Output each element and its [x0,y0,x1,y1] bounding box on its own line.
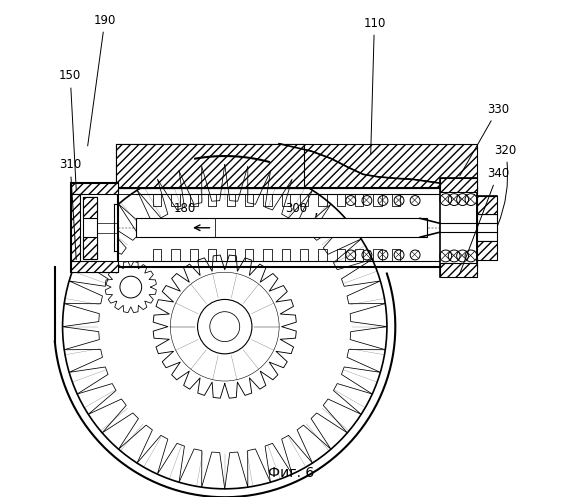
Text: 320: 320 [494,144,517,225]
Bar [477,196,497,214]
Text: 310: 310 [59,158,82,260]
Bar [136,218,427,237]
Text: 340: 340 [459,167,509,274]
Circle shape [198,300,252,354]
Bar [116,144,304,188]
Text: 330: 330 [460,102,509,176]
Bar [477,196,497,260]
Bar [477,214,497,242]
Bar [83,196,97,218]
Text: Фиг. 6: Фиг. 6 [268,466,315,480]
Bar [83,196,97,259]
Text: ,: , [314,204,318,218]
Circle shape [170,272,279,381]
Bar [83,237,97,259]
Bar [72,183,118,194]
Bar [477,242,497,260]
Bar [72,194,80,262]
Text: 180: 180 [174,202,196,215]
Bar [440,178,477,277]
Bar [72,262,118,272]
Bar [72,183,118,272]
Text: 190: 190 [87,14,116,146]
Bar [440,178,477,192]
Circle shape [62,164,387,489]
Text: 110: 110 [363,16,385,154]
Text: 300: 300 [286,202,307,215]
Bar [440,264,477,277]
Circle shape [210,312,240,342]
Text: 150: 150 [59,70,82,190]
Circle shape [120,276,142,298]
Bar [116,144,477,188]
Polygon shape [279,144,477,188]
